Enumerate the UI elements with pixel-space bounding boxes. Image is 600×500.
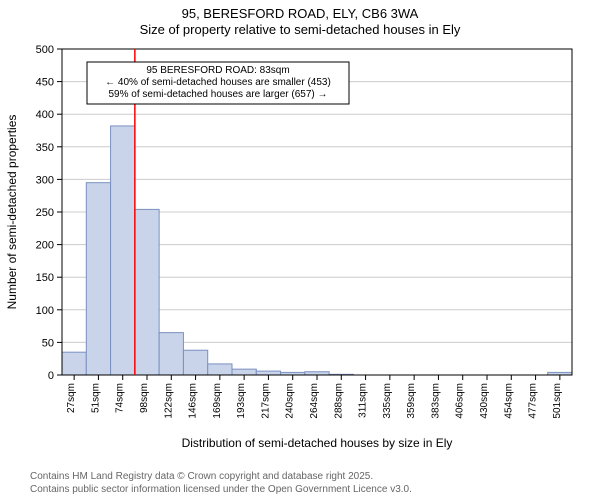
histogram-bar [86,182,110,374]
x-tick-label: 430sqm [479,383,490,419]
x-tick-label: 288sqm [333,383,344,419]
x-tick-label: 501sqm [552,383,563,419]
footer-line-2: Contains public sector information licen… [30,484,412,497]
histogram-bar [232,369,256,375]
x-tick-label: 477sqm [528,383,539,419]
footer-attribution: Contains HM Land Registry data © Crown c… [30,471,412,496]
chart-title: 95, BERESFORD ROAD, ELY, CB6 3WA Size of… [0,0,600,39]
x-tick-label: 51sqm [90,383,101,413]
title-line-2: Size of property relative to semi-detach… [0,22,600,38]
footer-line-1: Contains HM Land Registry data © Crown c… [30,471,412,484]
histogram-bar [256,371,280,375]
x-tick-label: 359sqm [406,383,417,419]
x-tick-label: 240sqm [285,383,296,419]
x-tick-label: 335sqm [382,383,393,419]
y-tick-label: 0 [48,370,54,382]
y-tick-label: 300 [36,174,54,186]
callout-header: 95 BERESFORD ROAD: 83sqm [146,65,289,76]
y-axis-label: Number of semi-detached properties [5,114,19,309]
x-tick-label: 98sqm [139,383,150,413]
histogram-bar [62,352,86,375]
y-tick-label: 350 [36,141,54,153]
y-tick-label: 500 [36,44,54,56]
y-tick-label: 400 [36,109,54,121]
y-tick-label: 250 [36,207,54,219]
y-tick-label: 150 [36,272,54,284]
y-tick-label: 50 [42,337,54,349]
x-tick-label: 264sqm [309,383,320,419]
x-tick-label: 74sqm [115,383,126,413]
x-axis-label: Distribution of semi-detached houses by … [182,436,453,450]
histogram-bar [159,332,183,374]
x-tick-label: 27sqm [66,383,77,413]
x-tick-label: 406sqm [455,383,466,419]
callout-line: 59% of semi-detached houses are larger (… [108,89,327,100]
histogram-bar [111,125,135,374]
x-tick-label: 146sqm [188,383,199,419]
x-tick-label: 193sqm [236,383,247,419]
x-tick-label: 169sqm [212,383,223,419]
callout-line: ← 40% of semi-detached houses are smalle… [105,77,331,88]
histogram-chart: 0 50 100 150 200 250 300 350 400 450 500 27sqm 51sqm… [0,39,600,459]
y-tick-label: 100 [36,304,54,316]
histogram-bar [135,209,159,375]
histogram-bar [208,363,232,374]
x-tick-label: 122sqm [163,383,174,419]
y-tick-label: 200 [36,239,54,251]
x-tick-label: 217sqm [260,383,271,419]
y-tick-label: 450 [36,76,54,88]
x-tick-label: 311sqm [358,383,369,418]
title-line-1: 95, BERESFORD ROAD, ELY, CB6 3WA [0,6,600,22]
x-tick-label: 383sqm [430,383,441,419]
histogram-bar [183,350,207,375]
x-tick-label: 454sqm [503,383,514,419]
